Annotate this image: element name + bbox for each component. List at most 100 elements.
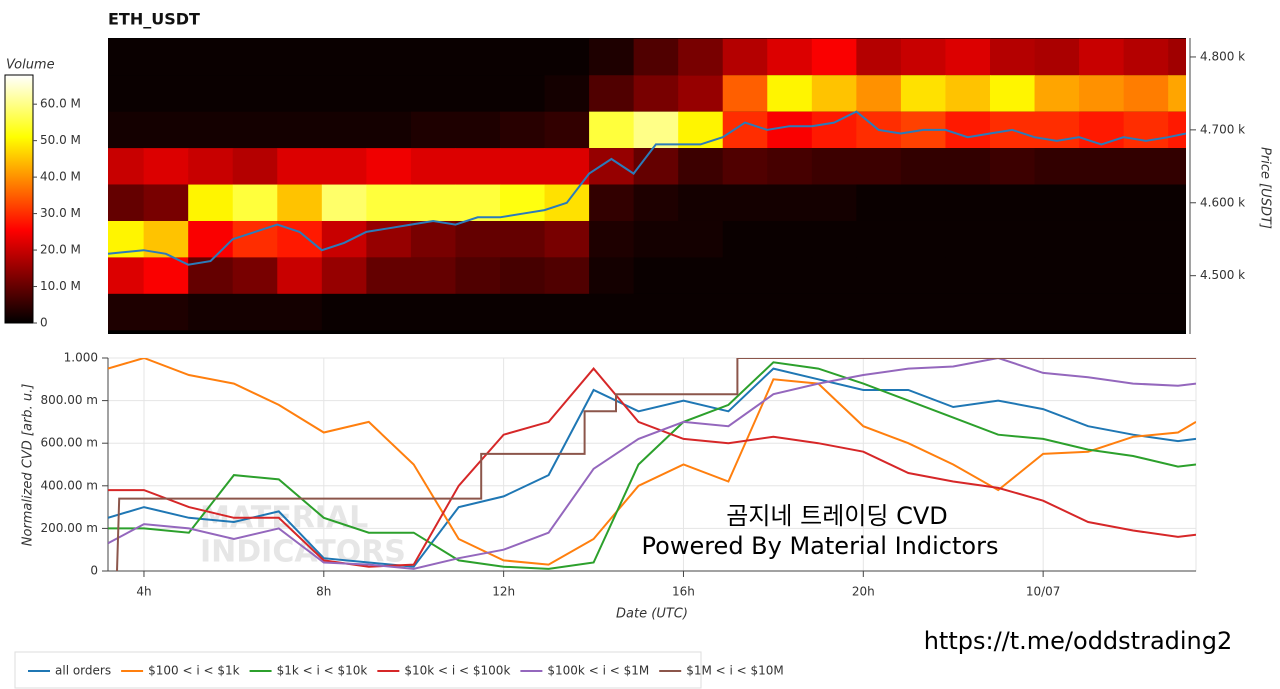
heatmap-cell [500,184,546,221]
heatmap-cell [811,38,857,76]
heatmap-cell [1123,75,1169,112]
heatmap-cell [900,293,946,331]
x-tick-label: 12h [492,585,515,599]
heatmap-cell [321,148,367,185]
heatmap-cell [455,184,501,221]
heatmap-cell [678,38,724,76]
heatmap-cell [678,257,724,294]
heatmap-cell [633,38,679,76]
heatmap-cell [366,184,412,221]
heatmap-cell [1034,111,1080,149]
heatmap-cell [277,38,323,76]
heatmap-cell [366,293,412,331]
heatmap-cell [811,220,857,258]
heatmap-cell [544,257,590,294]
heatmap-cell [1079,75,1125,112]
colorbar-tick-label: 40.0 M [40,170,81,184]
y2-tick-label: 4.700 k [1200,122,1245,136]
heatmap-cell [811,111,857,149]
heatmap-cell [945,75,991,112]
heatmap-cell [188,220,234,258]
heatmap-cell [1123,184,1169,221]
heatmap-cell [722,111,768,149]
heatmap-cell [321,220,367,258]
heatmap-cell [589,75,635,112]
heatmap-cell [500,257,546,294]
heatmap-cell [1034,293,1080,331]
heatmap-cell [678,220,724,258]
heatmap-cell [232,111,278,149]
heatmap-cell [856,38,902,76]
y2-axis-label: Price [USDT] [1258,147,1273,229]
heatmap-cell [1079,257,1125,294]
x-tick-label: 16h [672,585,695,599]
heatmap-cell [945,220,991,258]
heatmap-cell [277,293,323,331]
heatmap-cell [1123,220,1169,258]
colorbar-tick-label: 50.0 M [40,133,81,147]
heatmap-cell [277,75,323,112]
heatmap-cell [767,257,813,294]
heatmap-cell [143,184,189,221]
heatmap-cell [544,38,590,76]
legend-label: $10k < i < $100k [404,664,510,678]
price-line [108,110,1186,266]
legend-label: $1M < i < $10M [686,664,784,678]
colorbar-tick-label: 0 [40,316,48,330]
heatmap-cell [856,257,902,294]
y2-tick-label: 4.800 k [1200,49,1245,63]
heatmap-cell [366,220,412,258]
heatmap-cell [678,184,724,221]
heatmap-cell [900,38,946,76]
heatmap-cell [990,38,1036,76]
heatmap-cell [945,111,991,149]
heatmap-cell [188,38,234,76]
cvd-line [108,367,1196,568]
heatmap-cell [767,293,813,331]
heatmap-cell [500,111,546,149]
heatmap-cell [1123,38,1169,76]
x-tick-label: 20h [852,585,875,599]
heatmap-cell [455,293,501,331]
heatmap-cell [990,148,1036,185]
heatmap-cell [767,75,813,112]
heatmap-cell [589,184,635,221]
heatmap-cell [1168,220,1186,258]
heatmap-cell [589,111,635,149]
heatmap-cell [945,148,991,185]
heatmap-cell [321,257,367,294]
colorbar-tick-label: 10.0 M [40,279,81,293]
heatmap-cell [143,293,189,331]
annotation: 곰지네 트레이딩 CVD [726,502,947,530]
colorbar-tick-label: 20.0 M [40,243,81,257]
legend-label: $100 < i < $1k [148,664,240,678]
heatmap-cell [188,293,234,331]
x-tick-label: 10/07 [1026,585,1061,599]
heatmap-cell [722,220,768,258]
heatmap-cell [767,38,813,76]
cvd-line [108,361,1196,570]
heatmap-cell [108,148,145,185]
heatmap-cell [500,75,546,112]
heatmap-cell [1034,220,1080,258]
y2-tick-label: 4.600 k [1200,195,1245,209]
heatmap-cell [321,38,367,76]
heatmap-cell [143,75,189,112]
heatmap-cell [1034,75,1080,112]
heatmap-cell [366,111,412,149]
heatmap-cell [900,220,946,258]
heatmap-cell [856,184,902,221]
y-tick-label: 600.00 m [41,436,99,450]
heatmap-cell [633,148,679,185]
heatmap-cell [1079,220,1125,258]
heatmap-cell [108,184,145,221]
heatmap-cell [589,38,635,76]
heatmap-cell [410,184,456,221]
heatmap-cell [366,75,412,112]
heatmap-cell [410,111,456,149]
heatmap-cell [277,111,323,149]
heatmap-cell [143,148,189,185]
heatmap-cell [500,293,546,331]
heatmap-cell [678,111,724,149]
heatmap-cell [277,148,323,185]
